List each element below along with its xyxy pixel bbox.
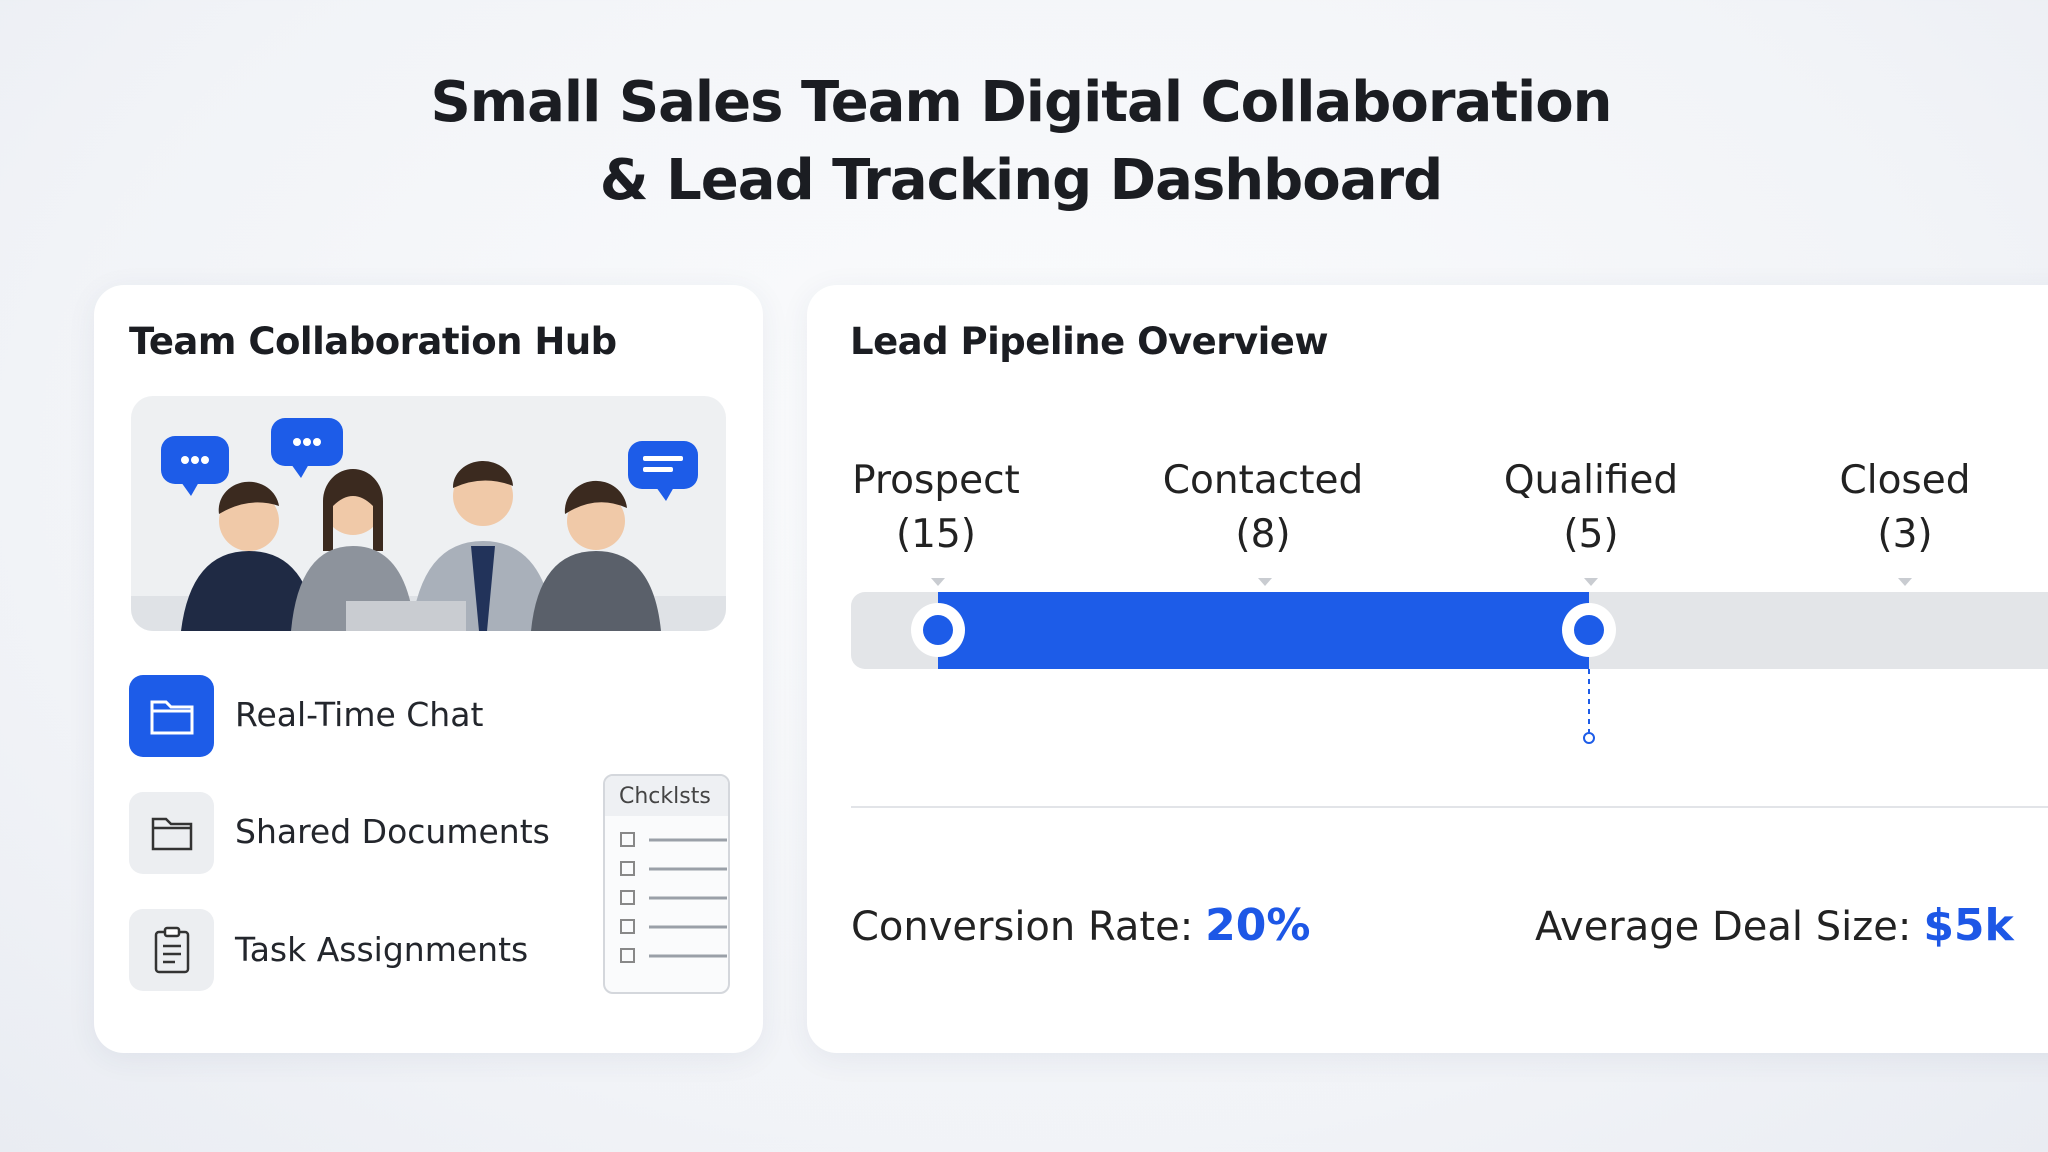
metric-label: Average Deal Size: <box>1535 904 1912 950</box>
page-title: Small Sales Team Digital Collaboration <box>430 70 1612 135</box>
panel-title: Team Collaboration Hub <box>129 320 617 363</box>
stage-count: (5) <box>1563 512 1619 557</box>
metric: Conversion Rate: 20% <box>851 900 1311 951</box>
feature-label: Shared Documents <box>235 812 550 851</box>
stage-name: Closed <box>1839 458 1971 503</box>
pipeline-track <box>851 578 2048 808</box>
stage-name: Prospect <box>852 458 1020 503</box>
chat-icon[interactable] <box>129 675 214 757</box>
checklist-title: Chcklsts <box>605 776 728 816</box>
tasks-icon[interactable] <box>129 909 214 991</box>
metric: Average Deal Size: $5k <box>1535 900 2014 951</box>
feature-label: Real-Time Chat <box>235 695 484 734</box>
stage: Prospect (15) <box>806 454 1066 562</box>
team-photo <box>131 396 726 631</box>
stage: Contacted (8) <box>1133 454 1393 562</box>
metric-label: Conversion Rate: <box>851 904 1194 950</box>
stage: Closed (3) <box>1775 454 2035 562</box>
stage-name: Contacted <box>1162 458 1364 503</box>
stage-count: (3) <box>1877 512 1933 557</box>
stage-count: (8) <box>1235 512 1291 557</box>
documents-icon[interactable] <box>129 792 214 874</box>
checklist-card: Chcklsts <box>603 774 730 994</box>
page-title: & Lead Tracking Dashboard <box>599 148 1443 213</box>
panel-title: Lead Pipeline Overview <box>850 320 1329 363</box>
clipboard-glyph <box>154 926 189 974</box>
metric-value: $5k <box>1923 900 2014 951</box>
feature-label: Task Assignments <box>235 930 529 969</box>
folder-glyph <box>151 817 192 851</box>
stage-name: Qualified <box>1503 458 1679 503</box>
stage-count: (15) <box>895 512 977 557</box>
stage: Qualified (5) <box>1461 454 1721 562</box>
metric-value: 20% <box>1205 900 1311 951</box>
folder-glyph <box>150 700 193 735</box>
checklist-lines <box>620 832 727 963</box>
